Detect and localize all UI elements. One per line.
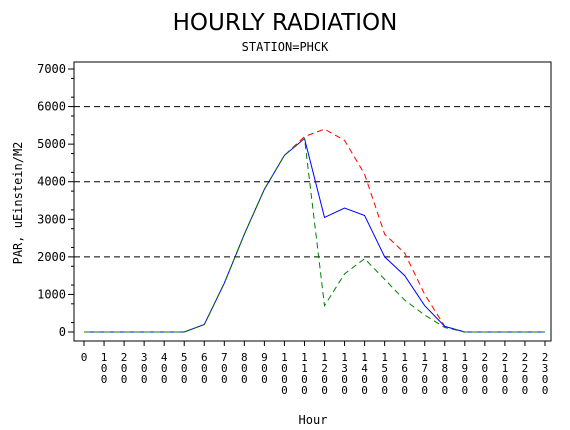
- series-line-3: [84, 137, 545, 333]
- x-axis: 0 1 0 0 2 0 0 3 0 0 4 0 0 5 0 0 6 0 0 7 0 0 8 0 0 9 0 0 1 0 0 0 1 1 0 0 1 2 0 0…: [81, 341, 549, 397]
- y-tick-label: 2000: [37, 250, 66, 264]
- y-tick-label: 7000: [37, 62, 66, 76]
- series-line-2: [84, 137, 545, 333]
- y-tick-label: 0: [59, 325, 66, 339]
- plot-frame: [73, 61, 552, 342]
- y-tick-label: 4000: [37, 175, 66, 189]
- x-axis-label: Hour: [299, 413, 328, 427]
- x-tick-label: 0: [81, 351, 88, 364]
- series-lines: [84, 128, 545, 333]
- y-axis: 0 1000 2000 3000 4000 5000 6000 7000: [37, 62, 74, 339]
- chart-title: HOURLY RADIATION: [173, 10, 398, 36]
- grid-lines: [74, 106, 551, 258]
- y-tick-label: 3000: [37, 212, 66, 226]
- series-line-1: [84, 128, 545, 333]
- y-axis-label: PAR, uEinstein/M2: [11, 142, 25, 265]
- y-tick-label: 6000: [37, 100, 66, 114]
- y-tick-label: 5000: [37, 137, 66, 151]
- chart-subtitle: STATION=PHCK: [242, 40, 329, 54]
- y-tick-label: 1000: [37, 287, 66, 301]
